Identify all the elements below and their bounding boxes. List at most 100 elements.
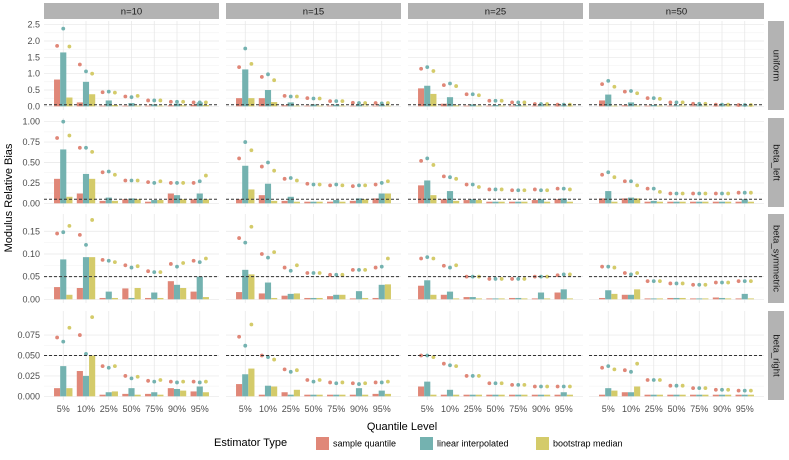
bar xyxy=(486,298,493,300)
bar xyxy=(54,178,61,204)
point xyxy=(350,267,355,272)
bar xyxy=(327,296,334,300)
bar xyxy=(202,105,209,107)
point xyxy=(748,388,753,393)
bar xyxy=(258,98,265,107)
point xyxy=(635,271,640,275)
x-axis-title: Quantile Level xyxy=(367,421,437,433)
y-tick-label: 0.10 xyxy=(22,249,40,259)
point xyxy=(272,357,277,362)
bar xyxy=(735,201,742,204)
bar xyxy=(469,199,476,204)
bar xyxy=(544,105,551,107)
bar xyxy=(122,288,129,300)
x-tick-label: 5% xyxy=(57,404,70,414)
point xyxy=(106,89,111,94)
bar xyxy=(566,394,573,397)
point xyxy=(168,99,173,104)
bar xyxy=(469,104,476,107)
bar xyxy=(430,394,437,397)
point xyxy=(567,384,572,389)
bar xyxy=(173,284,181,300)
point xyxy=(612,175,617,180)
point xyxy=(77,233,82,237)
point xyxy=(152,270,157,275)
point xyxy=(191,181,196,185)
point xyxy=(243,140,248,144)
point xyxy=(487,187,492,192)
point xyxy=(674,383,679,388)
bar xyxy=(446,291,454,300)
bar xyxy=(566,298,573,300)
bar xyxy=(99,394,106,397)
point xyxy=(385,379,390,384)
point xyxy=(561,384,566,389)
bar xyxy=(293,293,300,300)
point xyxy=(282,265,287,270)
bar xyxy=(515,394,522,397)
point xyxy=(487,98,492,103)
point xyxy=(266,72,270,77)
bar xyxy=(271,200,278,204)
bar xyxy=(453,105,460,107)
y-tick-label: 0.50 xyxy=(22,158,40,168)
bar xyxy=(99,297,106,300)
bar xyxy=(167,388,174,397)
bar xyxy=(453,200,460,204)
bar xyxy=(167,105,174,107)
point xyxy=(357,382,361,386)
bar xyxy=(151,292,158,300)
bar xyxy=(650,200,657,204)
bar xyxy=(679,394,686,397)
bar xyxy=(509,201,516,204)
bar xyxy=(463,200,470,204)
bar xyxy=(82,257,90,300)
bar xyxy=(599,394,606,397)
point xyxy=(55,44,60,48)
point xyxy=(567,187,572,192)
y-tick-label: 0.25 xyxy=(22,178,40,188)
point xyxy=(357,267,361,272)
point xyxy=(146,378,151,383)
point xyxy=(266,255,270,260)
y-tick-label: 0.075 xyxy=(17,330,40,340)
point xyxy=(334,99,339,103)
bar xyxy=(190,291,197,300)
x-tick-label: 10% xyxy=(622,404,640,414)
point xyxy=(328,272,333,277)
point xyxy=(112,172,117,177)
bar xyxy=(521,298,528,300)
point xyxy=(288,268,293,273)
bar xyxy=(656,394,663,397)
x-tick-label: 5% xyxy=(239,404,252,414)
point xyxy=(720,191,724,196)
point xyxy=(385,256,390,261)
point xyxy=(441,174,446,179)
bar xyxy=(418,386,425,397)
bar xyxy=(554,292,561,300)
bar xyxy=(384,284,391,300)
bar xyxy=(656,201,663,204)
point xyxy=(203,256,208,261)
point xyxy=(612,84,617,89)
bar xyxy=(372,297,379,300)
bar xyxy=(304,394,311,397)
point xyxy=(77,145,82,150)
point xyxy=(317,96,322,101)
bar xyxy=(544,201,551,204)
point xyxy=(61,26,66,31)
point xyxy=(379,264,384,269)
bar xyxy=(621,392,628,397)
point xyxy=(197,260,202,265)
point xyxy=(152,98,157,103)
point xyxy=(146,180,151,184)
x-tick-label: 25% xyxy=(100,404,118,414)
point xyxy=(197,380,202,385)
bar xyxy=(627,392,635,397)
point xyxy=(379,181,384,185)
point xyxy=(175,380,179,385)
bar xyxy=(327,394,334,397)
bar xyxy=(258,293,265,300)
point xyxy=(516,277,521,281)
